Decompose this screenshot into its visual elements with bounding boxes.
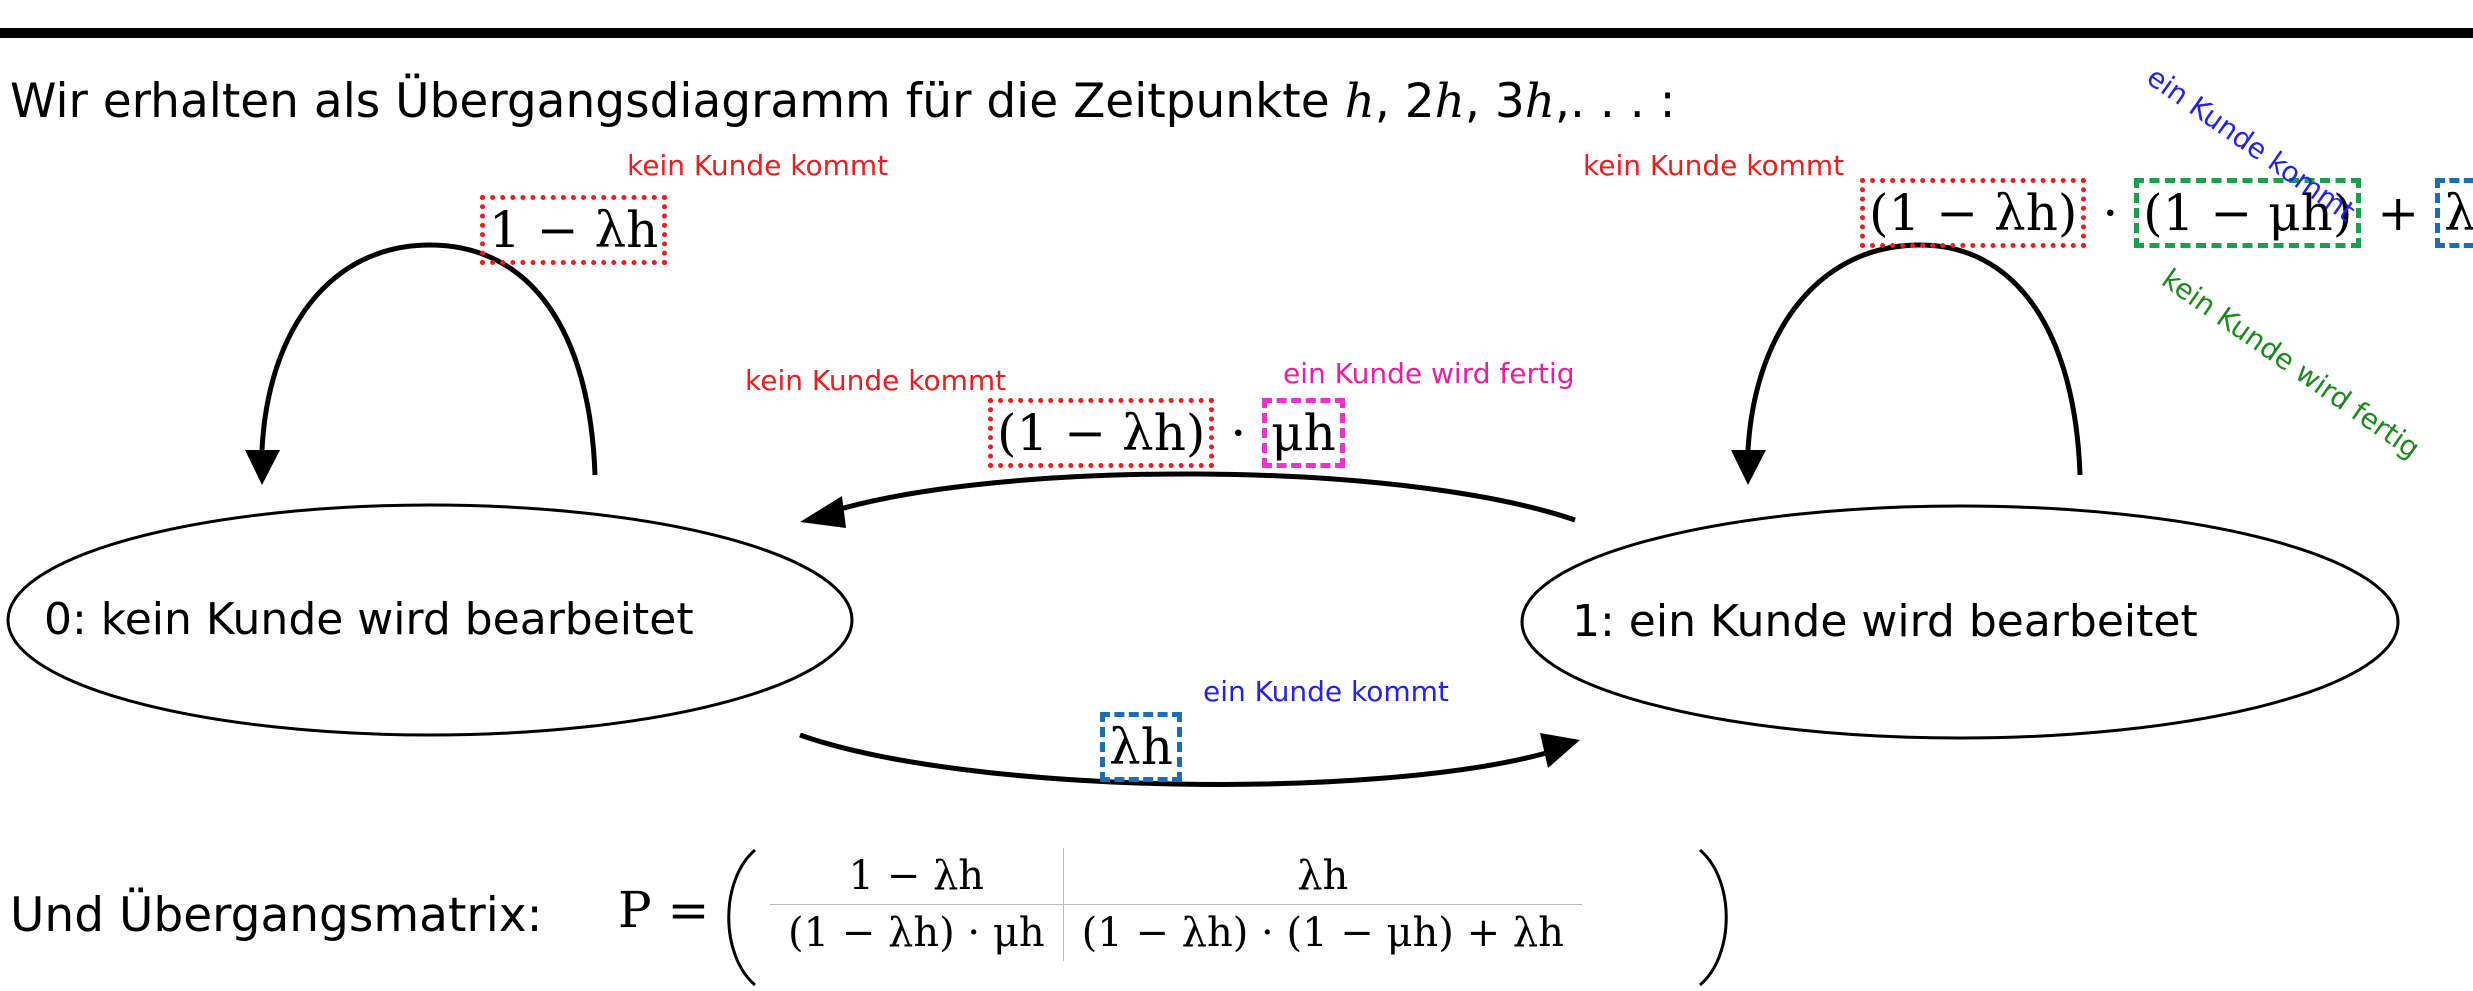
forward-arrow [799, 732, 1551, 787]
matrix-cell-01: λh [1063, 848, 1582, 905]
forward-expression: λh [1100, 712, 1182, 782]
loop-1-plus: + [2377, 184, 2420, 242]
matrix-row-1: (1 − λh) · μh (1 − λh) · (1 − μh) + λh [770, 904, 1582, 961]
intro-sep2: , 3 [1464, 74, 1525, 129]
back-term2: μh [1262, 398, 1345, 468]
state-0-label: 0: kein Kunde wird bearbeitet [44, 594, 694, 645]
intro-prefix: Wir erhalten als Übergangsdiagramm für d… [10, 74, 1345, 129]
forward-arrowhead [1540, 733, 1580, 768]
intro-h3: h [1524, 74, 1556, 129]
loop-1-expression: (1 − λh) · (1 − μh) + λh [1860, 178, 2473, 248]
back-expression: (1 − λh) · μh [988, 398, 1345, 468]
matrix-symbol: P = [618, 881, 710, 939]
intro-suffix: ,. . . : [1555, 74, 1676, 129]
top-rule [0, 28, 2473, 38]
intro-h1: h [1344, 74, 1375, 129]
intro-h2: h [1434, 74, 1465, 129]
back-term1: (1 − λh) [988, 398, 1215, 468]
intro-sep1: , 2 [1374, 74, 1435, 129]
back-annotation-red: kein Kunde kommt [745, 364, 1007, 397]
matrix-cell-11: (1 − λh) · (1 − μh) + λh [1081, 910, 1564, 956]
state-1-ellipse [1520, 504, 2400, 740]
loop-0-arrow [259, 242, 598, 476]
loop-1-arrowhead [1731, 450, 1766, 485]
back-dot: · [1230, 404, 1247, 462]
matrix-cell-00: 1 − λh [770, 848, 1064, 905]
loop-0-expression: 1 − λh [480, 195, 668, 265]
matrix-left-paren [727, 848, 756, 987]
transition-matrix: 1 − λh λh (1 − λh) · μh (1 − λh) · (1 − … [770, 848, 1582, 961]
matrix-table: 1 − λh λh (1 − λh) · μh (1 − λh) · (1 − … [770, 848, 1582, 961]
back-annotation-magenta: ein Kunde wird fertig [1283, 357, 1575, 390]
loop-1-term2: (1 − μh) [2134, 178, 2362, 248]
loop-0-arrowhead [245, 450, 280, 485]
loop-1-dot: · [2102, 184, 2119, 242]
loop-1-term3: λh [2435, 178, 2473, 248]
state-0-ellipse [6, 503, 854, 737]
loop-0-term: 1 − λh [480, 195, 668, 265]
back-arrowhead [800, 496, 846, 528]
forward-term: λh [1100, 712, 1182, 782]
loop-1-arrow [1745, 242, 2083, 476]
matrix-right-paren [1699, 848, 1728, 987]
back-arrow [829, 471, 1576, 523]
loop-1-term1: (1 − λh) [1860, 178, 2087, 248]
matrix-row-0: 1 − λh λh [770, 848, 1582, 905]
matrix-label: Und Übergangsmatrix: [10, 888, 543, 943]
matrix-cell-10: (1 − λh) · μh [770, 904, 1064, 961]
intro-line: Wir erhalten als Übergangsdiagramm für d… [10, 78, 1675, 125]
state-1-label: 1: ein Kunde wird bearbeitet [1572, 596, 2198, 647]
loop-0-annotation: kein Kunde kommt [627, 149, 889, 182]
forward-annotation: ein Kunde kommt [1203, 675, 1449, 708]
loop-1-annotation-red: kein Kunde kommt [1583, 149, 1845, 182]
